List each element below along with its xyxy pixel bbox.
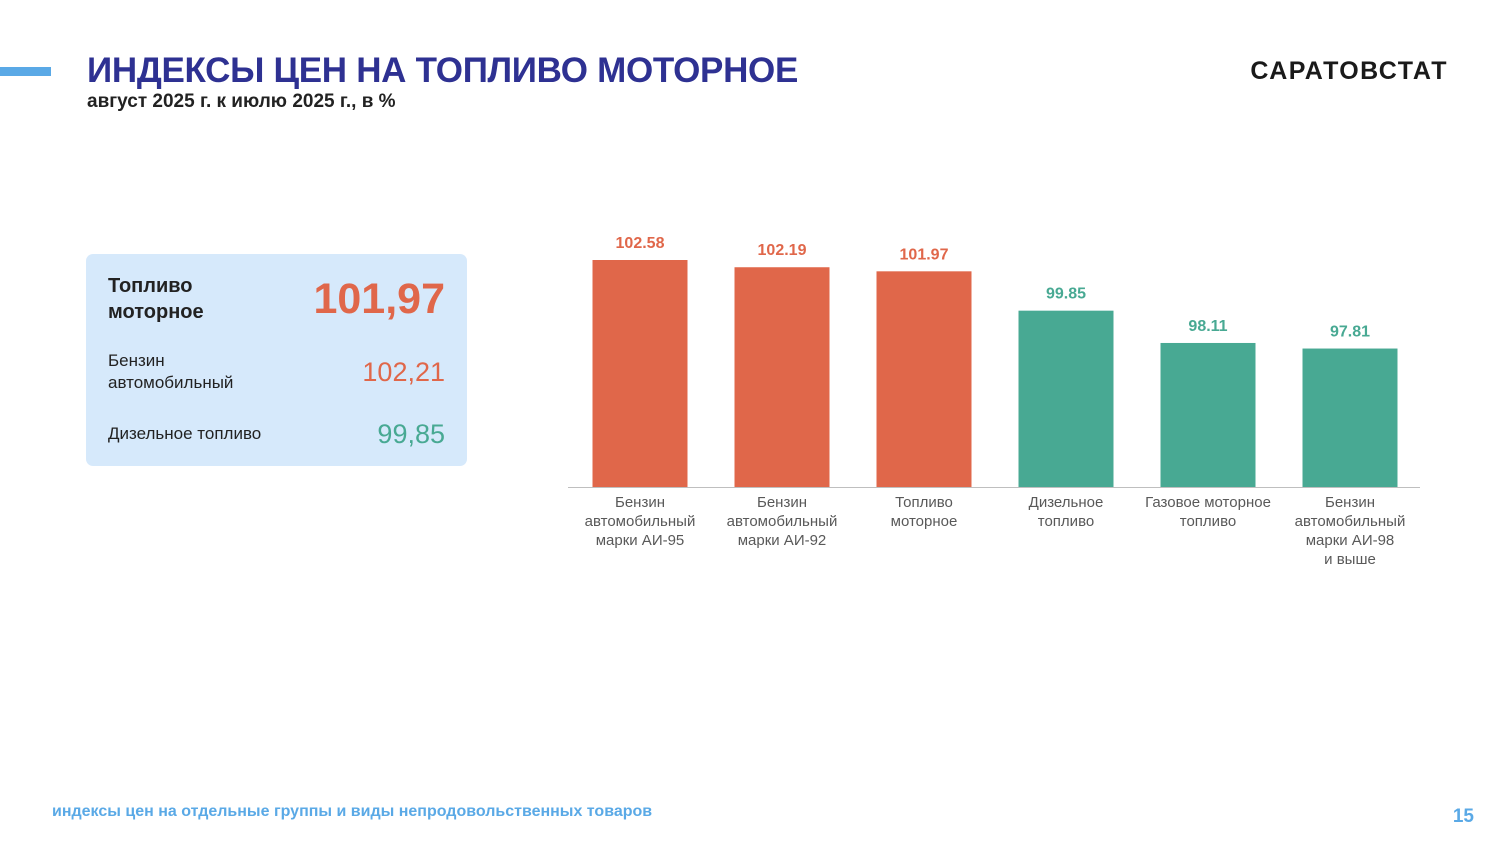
data-label: 102.19 [758, 242, 807, 259]
category-label: и выше [1324, 551, 1376, 568]
bar [1018, 310, 1114, 487]
category-label: Бензин [757, 494, 807, 511]
category-label: марки АИ-92 [738, 532, 827, 549]
category-label: автомобильный [585, 513, 696, 530]
summary-card: Топливо моторное 101,97 Бензин автомобил… [86, 254, 467, 466]
bar-chart: 102.58 Бензин автомобильный марки АИ-95 102.… [568, 235, 1420, 568]
summary-value-diesel: 99,85 [377, 418, 445, 449]
category-label: автомобильный [727, 513, 838, 530]
summary-value-gasoline: 102,21 [362, 356, 445, 387]
summary-label-gasoline: Бензин автомобильный [108, 351, 234, 392]
category-label: автомобильный [1295, 513, 1406, 530]
page-title: ИНДЕКСЫ ЦЕН НА ТОПЛИВО МОТОРНОЕ [87, 51, 799, 90]
category-label: моторное [891, 513, 958, 530]
summary-row-diesel: Дизельное топливо 99,85 [108, 419, 445, 449]
summary-row-gasoline: Бензин автомобильный 102,21 [108, 350, 445, 394]
bar [1302, 348, 1398, 487]
bar [876, 271, 972, 487]
summary-label-diesel: Дизельное топливо [108, 424, 262, 443]
summary-row-motor-fuel: Топливо моторное 101,97 [108, 272, 445, 326]
data-label: 98.11 [1188, 318, 1227, 335]
data-label: 101.97 [900, 246, 949, 263]
category-label: топливо [1038, 513, 1094, 530]
category-label: Дизельное [1029, 494, 1104, 511]
summary-label-motor-fuel: Топливо моторное [108, 275, 204, 323]
category-label: топливо [1180, 513, 1236, 530]
category-label: Топливо [895, 494, 953, 511]
category-label: Газовое моторное [1145, 494, 1271, 511]
summary-value-motor-fuel: 101,97 [313, 274, 445, 323]
category-label: Бензин [615, 494, 665, 511]
data-label: 102.58 [616, 235, 665, 252]
footer-caption: индексы цен на отдельные группы и виды н… [52, 803, 653, 820]
category-label: марки АИ-98 [1306, 532, 1395, 549]
bar [592, 260, 688, 487]
data-label: 99.85 [1046, 286, 1086, 303]
accent-bar [0, 67, 51, 76]
data-label: 97.81 [1330, 324, 1370, 341]
page-subtitle: август 2025 г. к июлю 2025 г., в % [87, 91, 396, 112]
bar [1160, 342, 1256, 487]
page-number: 15 [1452, 806, 1474, 827]
category-label: Бензин [1325, 494, 1375, 511]
brand-logo-text: САРАТОВСТАТ [1250, 57, 1448, 85]
bar [734, 267, 830, 487]
category-label: марки АИ-95 [596, 532, 685, 549]
